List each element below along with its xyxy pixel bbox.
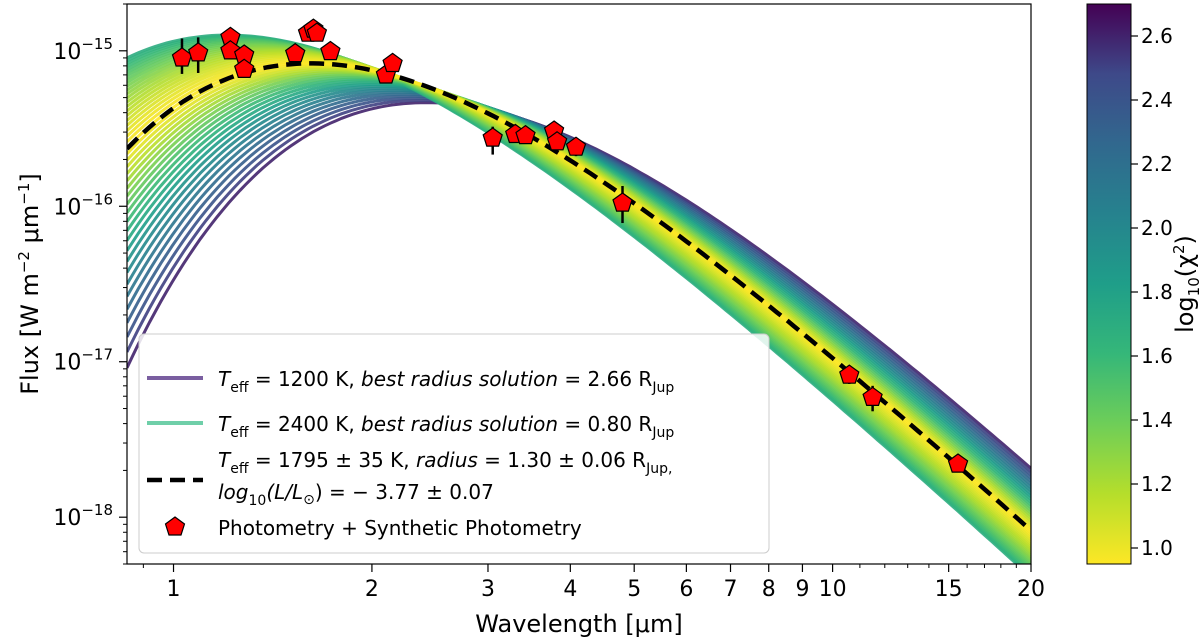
photometry-point-15 [515,124,536,145]
y-tick-label-2: 10−17 [53,346,113,376]
photometry-point-17 [546,131,568,151]
photometry-point-9 [306,22,328,42]
y-tick-label-3: 10−18 [53,501,113,531]
colorbar-tick-label-1.4: 1.4 [1141,408,1173,432]
photometry-point-10 [320,40,341,61]
legend-label-teff2400: Teff = 2400 K, best radius solution = 0.… [218,412,674,441]
x-tick-label-3: 3 [481,577,495,602]
x-tick-label-2: 2 [365,577,379,602]
colorbar-tick-label-2.2: 2.2 [1141,152,1173,176]
photometry-point-6 [284,42,306,63]
colorbar-tick-label-2.6: 2.6 [1141,24,1173,48]
photometry-point-22 [947,453,969,473]
photometry-layer [171,18,969,473]
colorbar-label: log10(χ2) [1170,235,1200,333]
colorbar-gradient [1086,3,1132,565]
x-tick-label-20: 20 [1017,577,1045,602]
colorbar-tick-label-1.2: 1.2 [1141,472,1173,496]
photometry-point-20 [839,364,860,384]
photometry-point-21 [862,386,883,406]
colorbar-tick-label-1.8: 1.8 [1141,280,1173,304]
legend-swatch-photometry [164,516,186,536]
legend-label-bestfit-line1: Teff = 1795 ± 35 K, radius = 1.30 ± 0.06… [218,448,672,477]
y-tick-label-0: 10−15 [53,35,113,65]
x-tick-label-7: 7 [724,577,738,602]
colorbar-ticks: 1.0 1.2 1.4 1.6 1.8 2.0 2.2 2.4 2.6 [1131,24,1173,560]
colorbar-tick-label-1.6: 1.6 [1141,344,1173,368]
legend-label-teff1200: Teff = 1200 K, best radius solution = 2.… [218,367,674,396]
photometry-point-5 [233,58,255,78]
colorbar-tick-label-1.0: 1.0 [1141,536,1173,560]
x-tick-label-6: 6 [679,577,693,602]
x-axis-ticks: 1 2 3 4 5 6 7 8 9 10 15 20 [142,564,1045,602]
plot-frame [126,3,1032,565]
colorbar-tick-label-2.0: 2.0 [1141,216,1173,240]
x-tick-label-1: 1 [167,577,181,602]
y-tick-label-1: 10−16 [53,190,113,220]
colorbar: 1.0 1.2 1.4 1.6 1.8 2.0 2.2 2.4 2.6 log10(χ2) [1086,3,1200,565]
x-tick-label-9: 9 [795,577,809,602]
legend-label-bestfit-line2: log10(L/L⊙) = − 3.77 ± 0.07 [218,480,494,509]
photometry-point-12 [382,52,403,73]
x-tick-label-15: 15 [935,577,963,602]
legend-label-photometry: Photometry + Synthetic Photometry [218,516,582,540]
x-tick-label-10: 10 [819,577,847,602]
x-tick-label-5: 5 [627,577,641,602]
colorbar-tick-label-2.4: 2.4 [1141,88,1173,112]
legend: Teff = 1200 K, best radius solution = 2.… [138,333,770,554]
y-axis-label: Flux [W m−2 μm−1] [15,173,44,395]
legend-box [138,333,770,554]
y-axis-ticks: 10−15 10−16 10−17 10−18 [53,3,127,565]
x-tick-label-8: 8 [762,577,776,602]
photometry-point-13 [482,127,503,147]
x-tick-label-4: 4 [563,577,577,602]
x-axis-label: Wavelength [μm] [475,610,682,638]
photometry-point-19 [612,192,633,212]
photometry-point-18 [565,136,587,156]
photometry-point-1 [187,42,209,62]
